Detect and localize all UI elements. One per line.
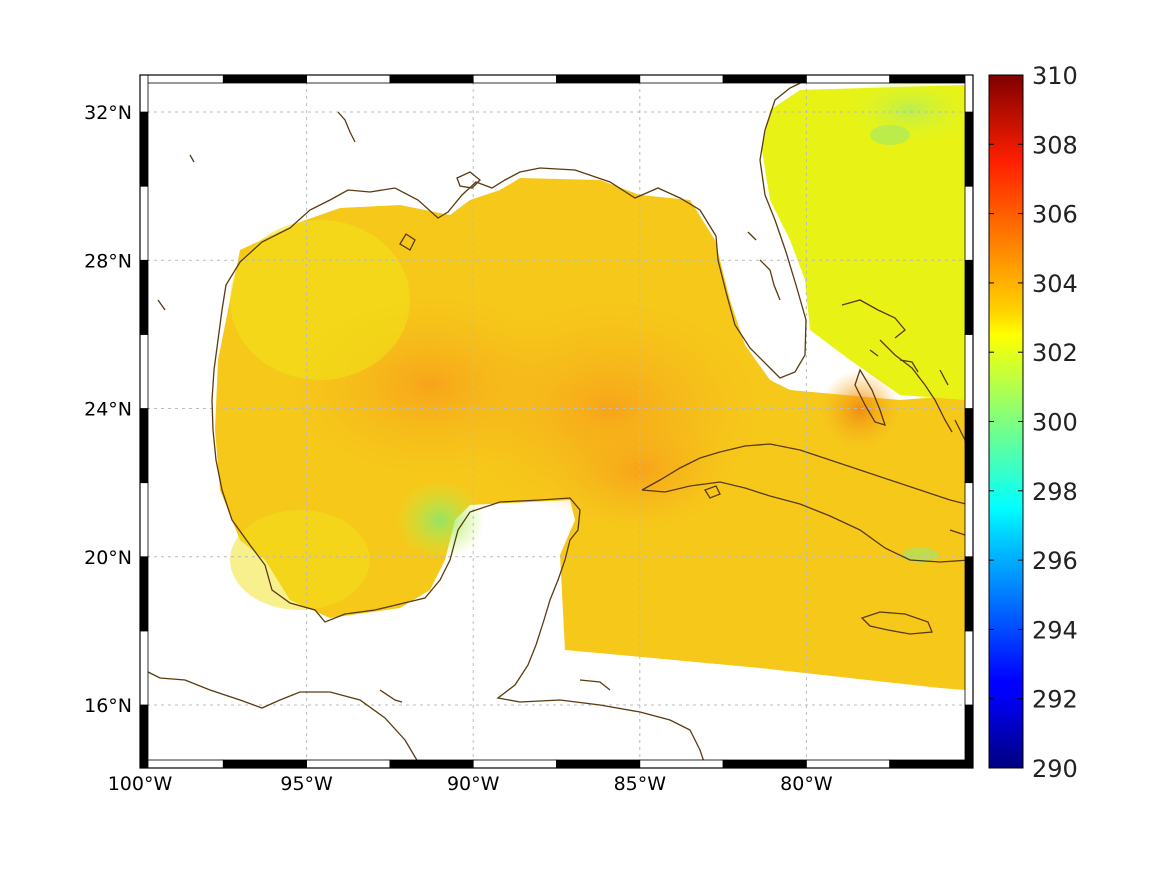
- frame-segment-left: [139, 408, 149, 484]
- frame-segment-bottom: [556, 759, 641, 769]
- frame-outline: [139, 74, 974, 769]
- colorbar-tick-label: 304: [1032, 270, 1078, 298]
- frame-segment-bottom: [639, 759, 724, 769]
- frame-segment-right: [964, 630, 974, 706]
- frame-segment-top: [556, 74, 641, 84]
- colorbar-tick-label: 294: [1032, 616, 1078, 644]
- frame-segment-right: [964, 185, 974, 261]
- lon-tick-label: 100°W: [108, 773, 173, 795]
- frame-segment-bottom: [722, 759, 807, 769]
- frame-segment-bottom: [889, 759, 974, 769]
- colorbar: [988, 74, 1024, 769]
- frame-segment-left: [139, 482, 149, 558]
- map-grid: [139, 75, 973, 768]
- colorbar-tick-label: 298: [1032, 478, 1078, 506]
- frame-segment-right: [964, 259, 974, 335]
- sst-field: [215, 83, 965, 690]
- lat-tick-label: 24°N: [84, 399, 132, 421]
- frame-segment-top: [139, 74, 224, 84]
- frame-segment-top: [889, 74, 974, 84]
- frame-segment-left: [139, 704, 149, 769]
- frame-segment-top: [389, 74, 474, 84]
- lat-tick-label: 28°N: [84, 250, 132, 272]
- frame-segment-bottom: [139, 759, 224, 769]
- lon-tick-label: 80°W: [780, 773, 833, 795]
- frame-segment-left: [139, 111, 149, 187]
- frame-segment-left: [139, 630, 149, 706]
- frame-segment-right: [964, 111, 974, 187]
- frame-segment-right: [964, 74, 974, 113]
- frame-segment-bottom: [806, 759, 891, 769]
- longitude-tick-labels: 100°W 95°W 90°W 85°W 80°W: [108, 773, 833, 795]
- frame-segment-right: [964, 482, 974, 558]
- frame-segment-left: [139, 556, 149, 632]
- frame-segment-bottom: [222, 759, 308, 769]
- lat-tick-label: 32°N: [84, 102, 132, 124]
- frame-segment-right: [964, 334, 974, 409]
- lat-tick-label: 20°N: [84, 547, 132, 569]
- frame-segment-right: [964, 556, 974, 632]
- colorbar-ticks: 310 308 306 304 302 300 298 296 294 292 290: [989, 62, 1078, 783]
- latitude-tick-labels: 32°N 28°N 24°N 20°N 16°N: [84, 102, 132, 717]
- colorbar-tick-label: 300: [1032, 409, 1078, 437]
- colorbar-tick-label: 302: [1032, 339, 1078, 367]
- coastlines: [139, 75, 971, 766]
- colorbar-tick-label: 310: [1032, 62, 1078, 90]
- frame-segment-top: [472, 74, 557, 84]
- frame-segment-left: [139, 259, 149, 335]
- frame-segment-top: [639, 74, 724, 84]
- frame-segment-top: [222, 74, 308, 84]
- lat-tick-label: 16°N: [84, 695, 132, 717]
- frame-segment-top: [306, 74, 391, 84]
- frame-segment-top: [806, 74, 891, 84]
- frame-segment-left: [139, 334, 149, 409]
- frame-segment-bottom: [389, 759, 474, 769]
- map-border: [139, 74, 974, 769]
- colorbar-tick-label: 296: [1032, 547, 1078, 575]
- colorbar-tick-label: 308: [1032, 131, 1078, 159]
- frame-segment-right: [964, 408, 974, 484]
- frame-segment-top: [722, 74, 807, 84]
- colorbar-tick-label: 306: [1032, 201, 1078, 229]
- lon-tick-label: 90°W: [447, 773, 500, 795]
- frame-segment-right: [964, 704, 974, 769]
- frame-segment-bottom: [306, 759, 391, 769]
- frame-segment-left: [139, 74, 149, 113]
- lon-tick-label: 85°W: [614, 773, 667, 795]
- colorbar-tick-label: 292: [1032, 686, 1078, 714]
- frame-segment-left: [139, 185, 149, 261]
- lon-tick-label: 95°W: [280, 773, 333, 795]
- atlantic-water: [762, 85, 965, 400]
- colorbar-tick-label: 290: [1032, 755, 1078, 783]
- frame-segment-bottom: [472, 759, 557, 769]
